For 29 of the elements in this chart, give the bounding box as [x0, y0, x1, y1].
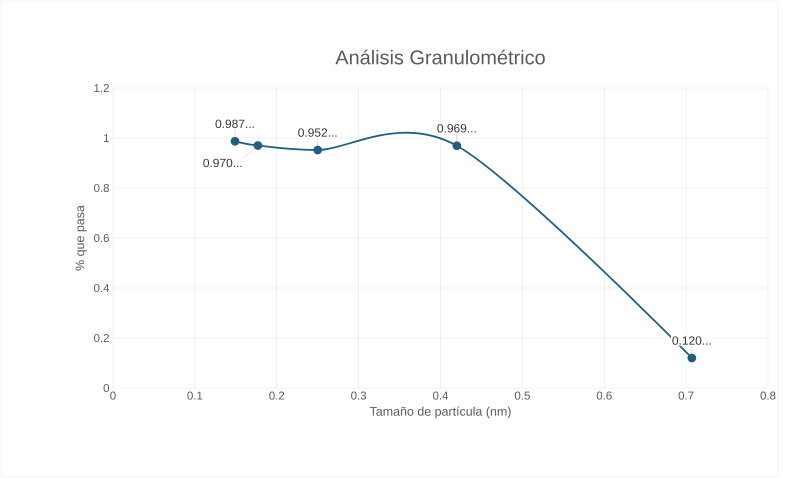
y-tick-label: 1.2: [94, 84, 109, 92]
x-tick-label: 0.7: [678, 392, 694, 400]
data-label: 0.970...: [203, 158, 242, 168]
data-label: 0.987...: [216, 120, 254, 128]
x-tick-label: 0.8: [760, 392, 776, 400]
data-label: 0.952...: [298, 128, 337, 137]
x-tick-label: 0.3: [351, 392, 366, 400]
chart-title: Análisis Granulométrico: [335, 50, 545, 64]
point: [687, 354, 696, 362]
point: [452, 141, 462, 150]
data-label: 0.120...: [672, 336, 711, 345]
y-tick-label: 1: [104, 134, 109, 142]
x-tick-label: 0.1: [187, 392, 202, 400]
x-tick-label: 0.2: [269, 392, 284, 400]
y-tick-label: 0.8: [94, 184, 109, 192]
y-axis-title: % que pasa: [75, 205, 87, 270]
y-tick-label: 0.4: [94, 284, 110, 292]
y-tick-label: 0.6: [94, 234, 109, 242]
x-tick-label: 0: [110, 392, 116, 400]
point: [254, 141, 262, 150]
point: [313, 146, 322, 154]
x-axis-title: Tamaño de partícula (nm): [370, 406, 511, 418]
point: [230, 136, 240, 146]
x-tick-label: 0.5: [514, 392, 530, 400]
y-tick-label: 0: [104, 384, 110, 392]
data-label: 0.969...: [437, 124, 476, 133]
x-tick-label: 0.4: [432, 392, 448, 400]
x-tick-label: 0.6: [596, 392, 612, 400]
y-tick-label: 0.2: [94, 334, 109, 342]
